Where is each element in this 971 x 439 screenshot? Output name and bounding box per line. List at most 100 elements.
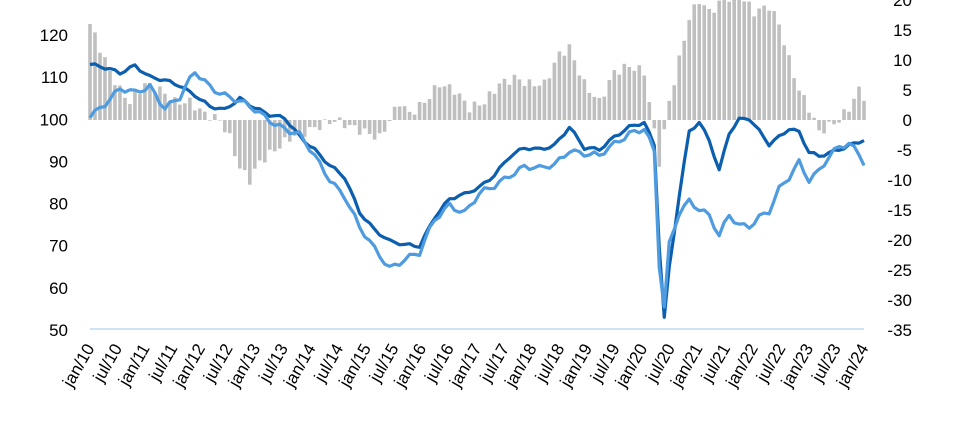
y-right-tick-label: -10 bbox=[887, 171, 912, 190]
bar bbox=[587, 92, 592, 120]
bar bbox=[362, 120, 367, 129]
bar bbox=[782, 45, 786, 120]
bar bbox=[847, 111, 851, 120]
bar bbox=[552, 62, 557, 120]
y-right-tick-label: 20 bbox=[893, 0, 912, 10]
bar bbox=[642, 75, 647, 120]
bar bbox=[682, 40, 687, 120]
y-right-tick-label: -15 bbox=[887, 201, 912, 220]
bar bbox=[607, 79, 612, 120]
bar bbox=[457, 93, 462, 120]
bar bbox=[757, 8, 761, 120]
bar bbox=[477, 105, 482, 120]
bar bbox=[702, 5, 707, 120]
series-line-dark bbox=[89, 62, 865, 319]
y-left-tick-label: 120 bbox=[40, 26, 68, 45]
bar bbox=[327, 120, 332, 125]
bar bbox=[387, 120, 392, 122]
bar bbox=[537, 85, 542, 120]
x-tick-label: jan/10 bbox=[58, 341, 98, 391]
bar bbox=[627, 67, 632, 120]
bar bbox=[153, 92, 157, 120]
bar bbox=[512, 74, 517, 120]
bar bbox=[138, 94, 142, 120]
bar bbox=[437, 87, 442, 120]
bar bbox=[277, 120, 282, 149]
bar bbox=[532, 86, 537, 120]
bar bbox=[812, 117, 816, 120]
bar bbox=[787, 55, 791, 121]
bar bbox=[817, 120, 821, 131]
bar bbox=[602, 96, 607, 120]
bar bbox=[657, 120, 662, 167]
bar bbox=[193, 110, 197, 120]
bar bbox=[272, 120, 277, 152]
bar bbox=[178, 104, 182, 120]
bar bbox=[692, 4, 697, 120]
bar bbox=[397, 106, 402, 120]
bar bbox=[113, 85, 117, 120]
bar bbox=[442, 86, 447, 120]
bar bbox=[597, 97, 602, 120]
bar bbox=[322, 119, 327, 120]
bar bbox=[592, 96, 597, 120]
bar bbox=[183, 103, 187, 120]
bar bbox=[732, 0, 736, 121]
bar bbox=[727, 1, 731, 120]
bar bbox=[392, 106, 397, 120]
bar bbox=[88, 24, 92, 120]
bar bbox=[108, 70, 112, 120]
bar bbox=[93, 32, 97, 120]
bar bbox=[802, 95, 806, 120]
bar bbox=[722, 0, 726, 121]
bar bbox=[257, 120, 262, 161]
y-left-tick-label: 90 bbox=[49, 152, 68, 171]
bar bbox=[128, 104, 132, 120]
y-axis-left-ticks: 50 60 70 80 90 100 110 120 bbox=[40, 26, 68, 340]
y-right-tick-label: 0 bbox=[903, 111, 912, 130]
bar bbox=[238, 120, 242, 169]
bar bbox=[103, 57, 107, 120]
bar bbox=[517, 79, 522, 120]
bar bbox=[307, 120, 312, 128]
bar bbox=[297, 120, 302, 131]
bar bbox=[213, 114, 217, 120]
bar bbox=[317, 120, 322, 131]
bar bbox=[407, 111, 412, 120]
bar bbox=[862, 100, 866, 120]
bar bbox=[427, 99, 432, 120]
bar bbox=[188, 97, 192, 120]
bar bbox=[842, 109, 846, 120]
y-right-tick-label: -25 bbox=[887, 261, 912, 280]
bar bbox=[852, 98, 856, 120]
bar bbox=[767, 10, 771, 120]
bar bbox=[357, 120, 362, 135]
bar bbox=[632, 70, 637, 120]
bar bbox=[557, 51, 562, 120]
bar bbox=[472, 101, 477, 120]
bar bbox=[118, 85, 122, 120]
bar bbox=[822, 120, 826, 134]
bar bbox=[562, 55, 567, 120]
bar bbox=[412, 114, 417, 120]
bar bbox=[422, 102, 427, 120]
bar bbox=[302, 120, 307, 137]
bar bbox=[417, 101, 422, 120]
y-left-tick-label: 50 bbox=[49, 321, 68, 340]
bar bbox=[123, 97, 127, 120]
bar bbox=[372, 120, 377, 140]
bar bbox=[522, 85, 527, 120]
bar bbox=[342, 120, 347, 129]
series-line-light bbox=[88, 71, 866, 309]
bar bbox=[367, 120, 372, 134]
bar bbox=[432, 85, 437, 120]
bar bbox=[832, 120, 836, 125]
y-left-tick-label: 70 bbox=[49, 237, 68, 256]
bar bbox=[612, 70, 617, 120]
bar bbox=[647, 102, 652, 120]
bar bbox=[462, 100, 467, 120]
bar bbox=[772, 11, 776, 120]
bar bbox=[487, 91, 492, 120]
bar bbox=[337, 117, 342, 120]
bar bbox=[148, 83, 152, 120]
